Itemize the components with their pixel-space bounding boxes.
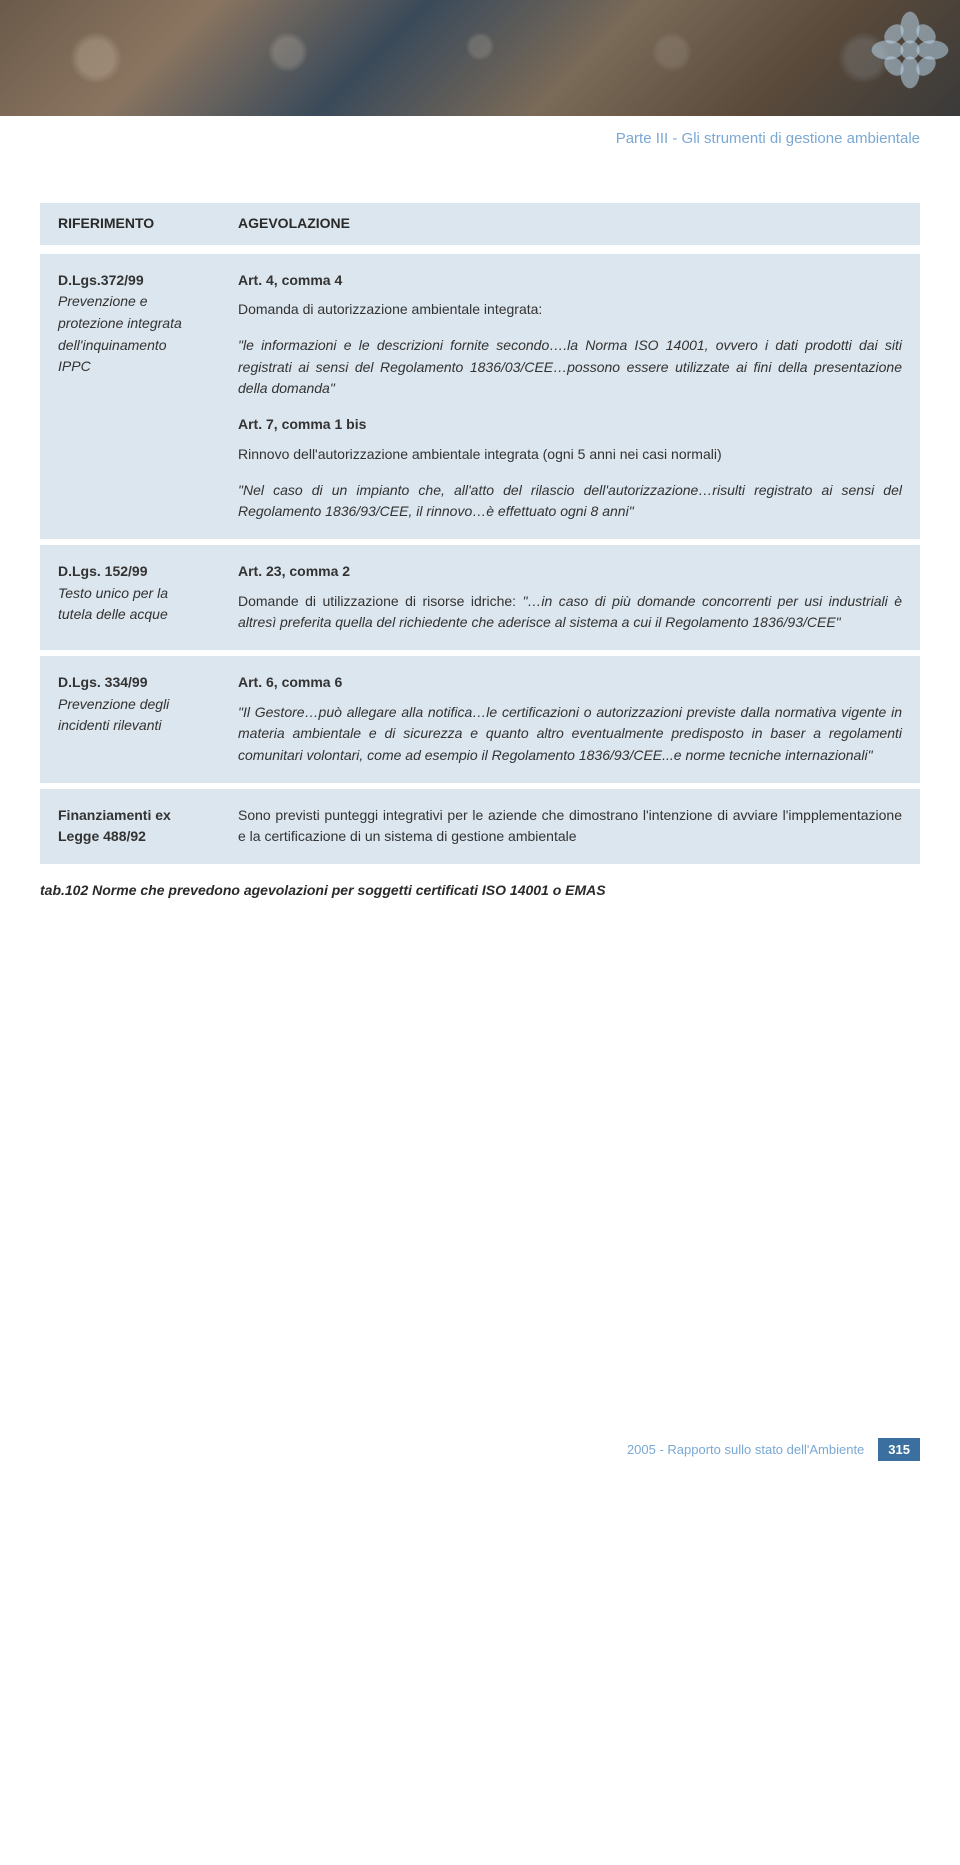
article-quote: "Il Gestore…può allegare alla notifica…l…: [238, 702, 902, 767]
ref-desc: Testo unico per la tutela delle acque: [58, 585, 168, 623]
ref-desc: Prevenzione e protezione integrata dell'…: [58, 293, 182, 374]
section-subtitle: Parte III - Gli strumenti di gestione am…: [0, 120, 960, 177]
flower-ornament-icon: [870, 10, 950, 90]
article-quote: "Nel caso di un impianto che, all'atto d…: [238, 480, 902, 523]
agev-cell: Art. 23, comma 2 Domande di utilizzazion…: [220, 545, 920, 650]
table-row: Finanziamenti ex Legge 488/92 Sono previ…: [40, 789, 920, 864]
article-text: Sono previsti punteggi integrativi per l…: [238, 805, 902, 848]
page-footer: 2005 - Rapporto sullo stato dell'Ambient…: [0, 1438, 960, 1481]
ref-code: D.Lgs. 152/99: [58, 563, 148, 579]
ref-cell: Finanziamenti ex Legge 488/92: [40, 789, 220, 864]
table-row: D.Lgs. 334/99 Prevenzione degli incident…: [40, 656, 920, 783]
table-row: D.Lgs. 152/99 Testo unico per la tutela …: [40, 545, 920, 650]
ref-desc: Prevenzione degli incidenti rilevanti: [58, 696, 169, 734]
page-content: RIFERIMENTO AGEVOLAZIONE D.Lgs.372/99 Pr…: [0, 177, 960, 938]
article-title: Art. 7, comma 1 bis: [238, 414, 902, 436]
article-quote: "le informazioni e le descrizioni fornit…: [238, 335, 902, 400]
header-photo: [0, 0, 960, 120]
article-text: Rinnovo dell'autorizzazione ambientale i…: [238, 444, 902, 466]
table-row: D.Lgs.372/99 Prevenzione e protezione in…: [40, 254, 920, 539]
agev-cell: Art. 6, comma 6 "Il Gestore…può allegare…: [220, 656, 920, 783]
col-header-agevolazione: AGEVOLAZIONE: [220, 203, 920, 248]
ref-code: D.Lgs. 334/99: [58, 674, 148, 690]
page-number: 315: [878, 1438, 920, 1461]
text-prefix: Domande di utilizzazione di risorse idri…: [238, 593, 522, 609]
article-intro: Domanda di autorizzazione ambientale int…: [238, 299, 902, 321]
footer-text: 2005 - Rapporto sullo stato dell'Ambient…: [627, 1442, 864, 1457]
article-title: Art. 23, comma 2: [238, 561, 902, 583]
ref-cell: D.Lgs.372/99 Prevenzione e protezione in…: [40, 254, 220, 539]
table-caption: tab.102 Norme che prevedono agevolazioni…: [40, 882, 920, 898]
col-header-riferimento: RIFERIMENTO: [40, 203, 220, 248]
agev-cell: Art. 4, comma 4 Domanda di autorizzazion…: [220, 254, 920, 539]
ref-cell: D.Lgs. 334/99 Prevenzione degli incident…: [40, 656, 220, 783]
ref-code: Finanziamenti ex Legge 488/92: [58, 807, 171, 845]
ref-cell: D.Lgs. 152/99 Testo unico per la tutela …: [40, 545, 220, 650]
ref-code: D.Lgs.372/99: [58, 272, 144, 288]
agev-cell: Sono previsti punteggi integrativi per l…: [220, 789, 920, 864]
article-title: Art. 4, comma 4: [238, 270, 902, 292]
article-text: Domande di utilizzazione di risorse idri…: [238, 591, 902, 634]
article-title: Art. 6, comma 6: [238, 672, 902, 694]
regulations-table: RIFERIMENTO AGEVOLAZIONE D.Lgs.372/99 Pr…: [40, 197, 920, 870]
